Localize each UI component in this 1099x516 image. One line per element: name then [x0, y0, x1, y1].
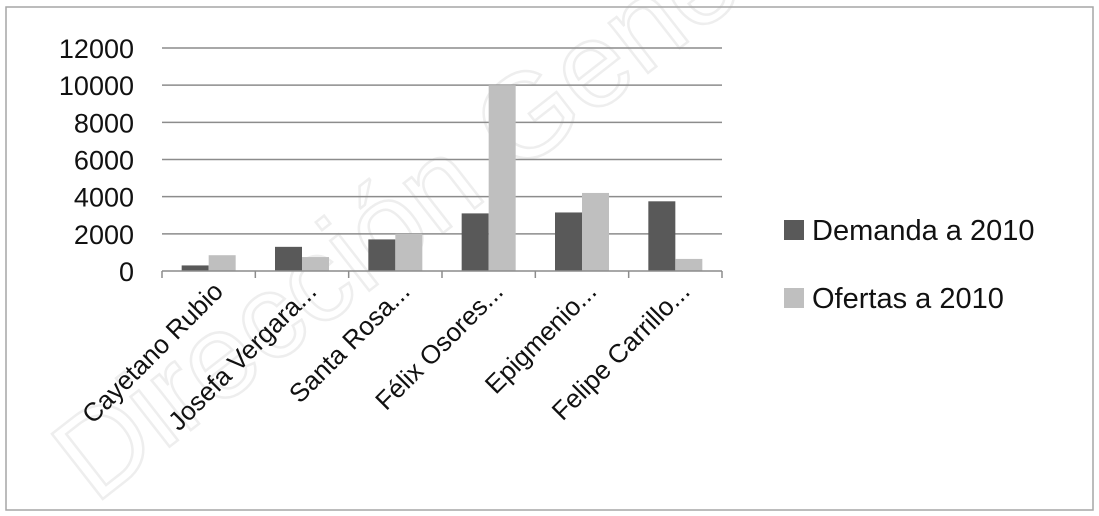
bar-demanda — [648, 201, 676, 271]
y-tick-label: 10000 — [59, 71, 134, 101]
bar-ofertas — [208, 255, 236, 271]
legend: Demanda a 2010 Ofertas a 2010 — [784, 215, 1035, 315]
bars — [181, 85, 703, 272]
y-tick-label: 4000 — [74, 183, 134, 213]
legend-label: Ofertas a 2010 — [812, 283, 1004, 315]
bar-demanda — [461, 213, 489, 271]
legend-swatch — [784, 220, 804, 240]
gridlines — [162, 47, 722, 235]
bar-ofertas — [675, 258, 703, 271]
y-tick-label: 12000 — [59, 34, 134, 64]
bar-ofertas — [302, 257, 329, 271]
y-axis: 0 2000 4000 6000 8000 10000 12000 — [59, 34, 134, 287]
legend-swatch — [784, 288, 804, 308]
bar-demanda — [181, 265, 209, 271]
y-tick-label: 0 — [119, 257, 134, 287]
legend-label: Demanda a 2010 — [812, 215, 1035, 247]
y-tick-label: 6000 — [74, 146, 134, 176]
bar-demanda — [368, 239, 396, 271]
bar-demanda — [275, 246, 302, 271]
y-tick-label: 2000 — [74, 220, 134, 250]
y-tick-label: 8000 — [74, 108, 134, 138]
x-axis — [161, 270, 723, 278]
bar-ofertas — [582, 192, 609, 271]
bar-ofertas — [488, 85, 516, 272]
bar-demanda — [555, 212, 582, 271]
bar-ofertas — [395, 233, 423, 271]
chart-border — [5, 6, 1094, 511]
